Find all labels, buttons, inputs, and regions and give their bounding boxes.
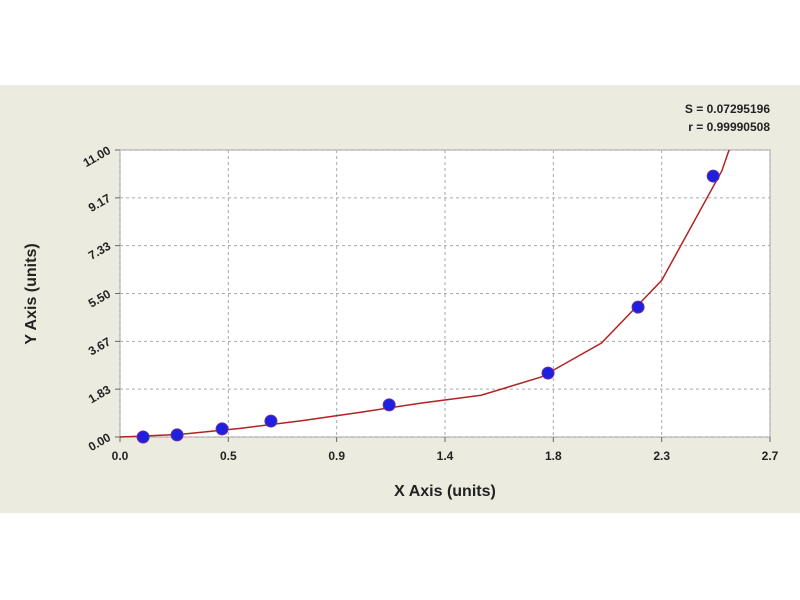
data-point xyxy=(706,169,720,183)
data-point xyxy=(264,414,278,428)
data-point xyxy=(631,300,645,314)
x-axis-title: X Axis (units) xyxy=(394,483,496,500)
y-axis-title: Y Axis (units) xyxy=(23,243,40,344)
x-tick-label: 1.8 xyxy=(545,449,562,463)
data-point xyxy=(170,428,184,442)
x-tick-label: 0.9 xyxy=(328,449,345,463)
x-tick-label: 0.0 xyxy=(112,449,129,463)
x-tick-label: 2.7 xyxy=(762,449,779,463)
fit-curve xyxy=(119,149,730,438)
data-point xyxy=(541,366,555,380)
annotation: r = 0.99990508 xyxy=(688,120,770,134)
data-point xyxy=(136,430,150,444)
annotation: S = 0.07295196 xyxy=(685,102,770,116)
x-tick-label: 2.3 xyxy=(653,449,670,463)
data-point xyxy=(215,422,229,436)
data-point xyxy=(382,398,396,412)
x-tick-label: 0.5 xyxy=(220,449,237,463)
x-tick-label: 1.4 xyxy=(437,449,454,463)
